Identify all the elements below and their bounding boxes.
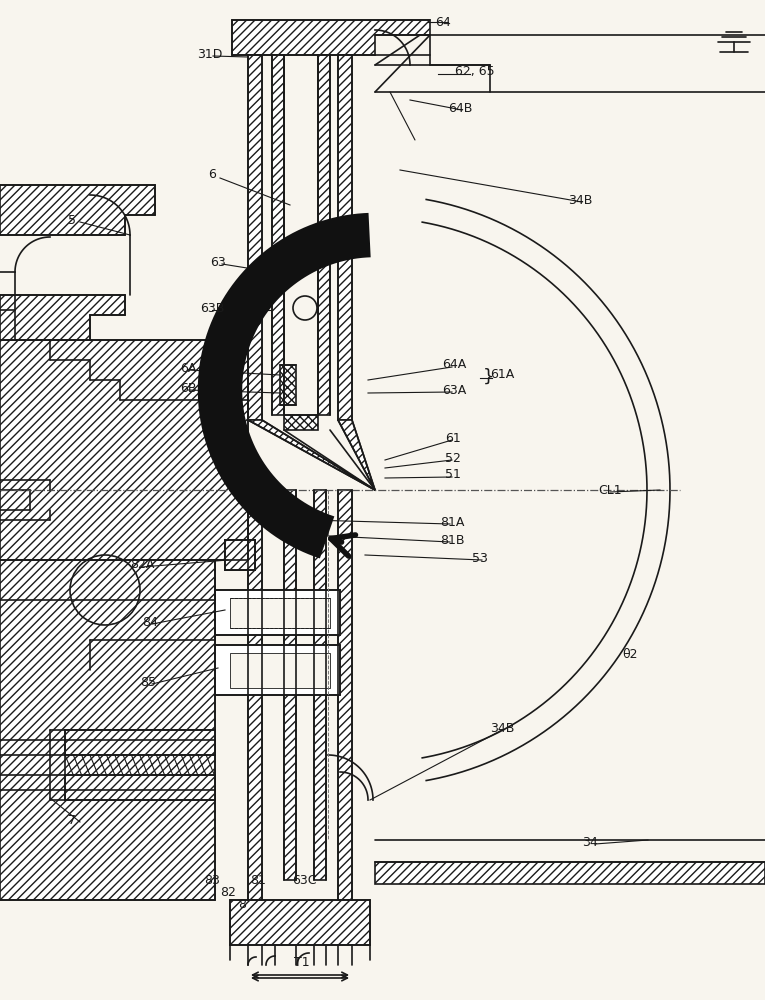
Text: 81B: 81B	[440, 534, 464, 546]
Text: 82: 82	[220, 886, 236, 900]
Text: 34B: 34B	[568, 194, 592, 207]
Polygon shape	[0, 295, 125, 340]
Polygon shape	[0, 185, 155, 235]
Polygon shape	[0, 340, 248, 600]
Bar	[230, 598, 330, 628]
Text: 81: 81	[250, 874, 266, 886]
Text: 61A: 61A	[490, 368, 514, 381]
Polygon shape	[225, 540, 255, 570]
Polygon shape	[65, 730, 215, 755]
Bar	[215, 590, 340, 635]
Polygon shape	[215, 340, 248, 400]
Polygon shape	[280, 365, 296, 405]
Polygon shape	[338, 420, 375, 490]
Text: 85: 85	[140, 676, 156, 688]
Text: 5: 5	[68, 214, 76, 227]
Text: 63B: 63B	[200, 302, 224, 314]
Bar	[225, 540, 255, 570]
Polygon shape	[230, 900, 370, 945]
Text: CL1: CL1	[598, 484, 622, 496]
Text: 8: 8	[238, 898, 246, 912]
Text: 51: 51	[445, 468, 461, 482]
Polygon shape	[338, 55, 352, 420]
Text: 31D: 31D	[197, 48, 223, 62]
Polygon shape	[318, 55, 330, 415]
Polygon shape	[248, 420, 375, 490]
Text: θ2: θ2	[622, 648, 637, 662]
Polygon shape	[232, 20, 430, 55]
Polygon shape	[0, 600, 215, 670]
Text: 52: 52	[445, 452, 461, 464]
Polygon shape	[248, 55, 262, 420]
Polygon shape	[284, 415, 318, 430]
Text: 62, 65: 62, 65	[455, 66, 495, 79]
Bar	[215, 645, 340, 695]
Text: 34B: 34B	[490, 722, 514, 734]
Bar	[230, 653, 330, 688]
Text: 34: 34	[582, 836, 597, 848]
Text: 53: 53	[472, 552, 488, 564]
Text: 83: 83	[204, 874, 220, 886]
Text: 64B: 64B	[448, 102, 472, 114]
Polygon shape	[272, 55, 284, 415]
Text: }: }	[483, 368, 494, 386]
Text: 84: 84	[142, 615, 158, 629]
Text: T1: T1	[295, 956, 310, 968]
Text: 61: 61	[445, 432, 461, 444]
Text: 82A: 82A	[130, 558, 155, 572]
Text: 6A: 6A	[180, 361, 197, 374]
Polygon shape	[0, 560, 215, 900]
Text: 7: 7	[68, 814, 76, 826]
Text: 63: 63	[210, 255, 226, 268]
Polygon shape	[248, 490, 262, 900]
Text: 6: 6	[208, 168, 216, 182]
Polygon shape	[338, 490, 352, 900]
Bar	[375, 862, 765, 884]
Text: 63A: 63A	[442, 383, 466, 396]
Polygon shape	[314, 490, 326, 880]
Polygon shape	[284, 490, 296, 880]
Text: 64: 64	[435, 15, 451, 28]
Text: 6B: 6B	[180, 381, 197, 394]
Text: 63C: 63C	[292, 874, 317, 886]
Polygon shape	[65, 775, 215, 800]
Text: 64A: 64A	[442, 359, 466, 371]
Text: 81A: 81A	[440, 516, 464, 528]
